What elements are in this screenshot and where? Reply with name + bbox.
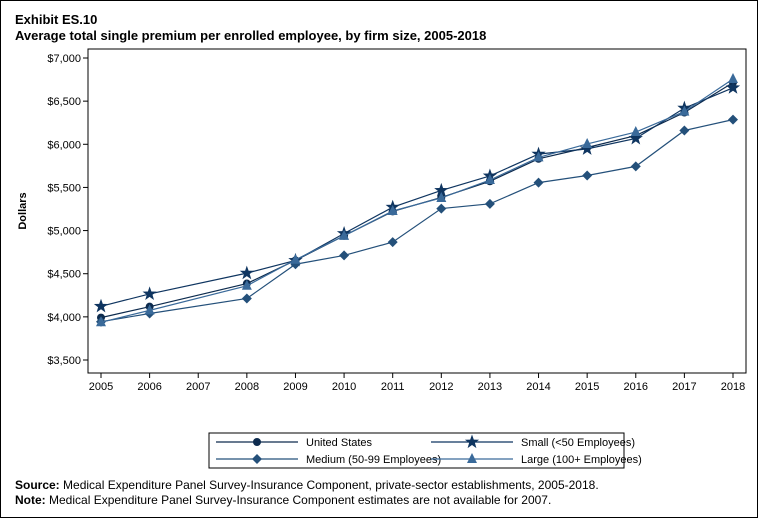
- series-line-diamond: [100, 119, 734, 323]
- x-tick-label: 2016: [624, 381, 648, 393]
- data-point-star: [725, 80, 741, 94]
- y-tick-label: $5,500: [47, 182, 81, 194]
- legend-label: United States: [306, 437, 373, 449]
- data-point-diamond: [582, 170, 593, 181]
- data-point-star: [628, 130, 643, 145]
- data-point-diamond: [630, 161, 641, 172]
- data-point-triangle: [728, 73, 738, 84]
- data-point-star: [93, 298, 109, 313]
- data-point-triangle: [290, 253, 301, 264]
- legend-label: Small (<50 Employees): [521, 437, 635, 449]
- data-point-triangle: [241, 279, 252, 290]
- y-tick-label: $5,000: [47, 226, 81, 238]
- x-tick-label: 2011: [381, 381, 405, 393]
- y-tick-label: $6,000: [47, 139, 81, 151]
- data-point-triangle: [533, 151, 544, 162]
- y-axis-label: Dollars: [17, 192, 29, 229]
- y-tick-label: $6,500: [47, 96, 81, 108]
- data-point-star: [580, 141, 595, 155]
- x-tick-label: 2009: [283, 381, 307, 393]
- data-point-diamond: [728, 114, 738, 125]
- x-tick-label: 2017: [672, 381, 696, 393]
- data-point-star: [434, 182, 449, 197]
- data-point-diamond: [436, 203, 447, 214]
- x-tick-label: 2012: [429, 381, 453, 393]
- availability-note: Note: Medical Expenditure Panel Survey-I…: [15, 493, 552, 507]
- legend-marker-star: [464, 434, 480, 449]
- data-point-triangle: [144, 304, 155, 315]
- legend-label: Medium (50-99 Employees): [306, 454, 441, 466]
- x-tick-label: 2018: [721, 381, 745, 393]
- x-tick-label: 2013: [478, 381, 502, 393]
- series-line-star: [100, 87, 734, 307]
- data-point-diamond: [387, 237, 398, 248]
- data-point-triangle: [582, 137, 593, 148]
- data-point-diamond: [241, 293, 252, 304]
- y-tick-label: $4,500: [47, 269, 81, 281]
- data-point-triangle: [96, 316, 106, 327]
- legend-label: Large (100+ Employees): [521, 454, 642, 466]
- x-tick-label: 2015: [575, 381, 599, 393]
- x-tick-label: 2007: [186, 381, 210, 393]
- legend-marker-triangle: [467, 453, 477, 463]
- data-point-triangle: [436, 191, 447, 202]
- data-point-triangle: [679, 105, 690, 116]
- x-tick-label: 2008: [235, 381, 259, 393]
- series-line-triangle: [100, 78, 734, 323]
- y-tick-label: $4,000: [47, 312, 81, 324]
- data-point-triangle: [484, 174, 495, 185]
- exhibit-label: Exhibit ES.10: [15, 12, 98, 27]
- x-tick-label: 2014: [526, 381, 550, 393]
- data-point-diamond: [484, 198, 495, 209]
- y-tick-label: $7,000: [47, 53, 81, 65]
- data-point-triangle: [339, 229, 350, 240]
- data-point-star: [239, 265, 254, 280]
- y-tick-label: $3,500: [47, 355, 81, 367]
- source-note: Source: Medical Expenditure Panel Survey…: [15, 478, 599, 492]
- data-point-triangle: [630, 126, 641, 137]
- legend-marker-circle: [253, 438, 261, 446]
- chart-title: Average total single premium per enrolle…: [15, 28, 487, 43]
- legend-marker-diamond: [252, 454, 262, 464]
- x-tick-label: 2010: [332, 381, 356, 393]
- data-point-diamond: [679, 125, 690, 136]
- legend-box: [208, 432, 625, 469]
- data-point-diamond: [533, 177, 544, 188]
- plot-frame: [87, 48, 747, 374]
- x-tick-label: 2005: [89, 381, 113, 393]
- data-point-star: [142, 286, 157, 300]
- x-tick-label: 2006: [137, 381, 161, 393]
- series-line-circle: [100, 82, 734, 319]
- data-point-triangle: [387, 204, 398, 215]
- data-point-diamond: [339, 250, 350, 261]
